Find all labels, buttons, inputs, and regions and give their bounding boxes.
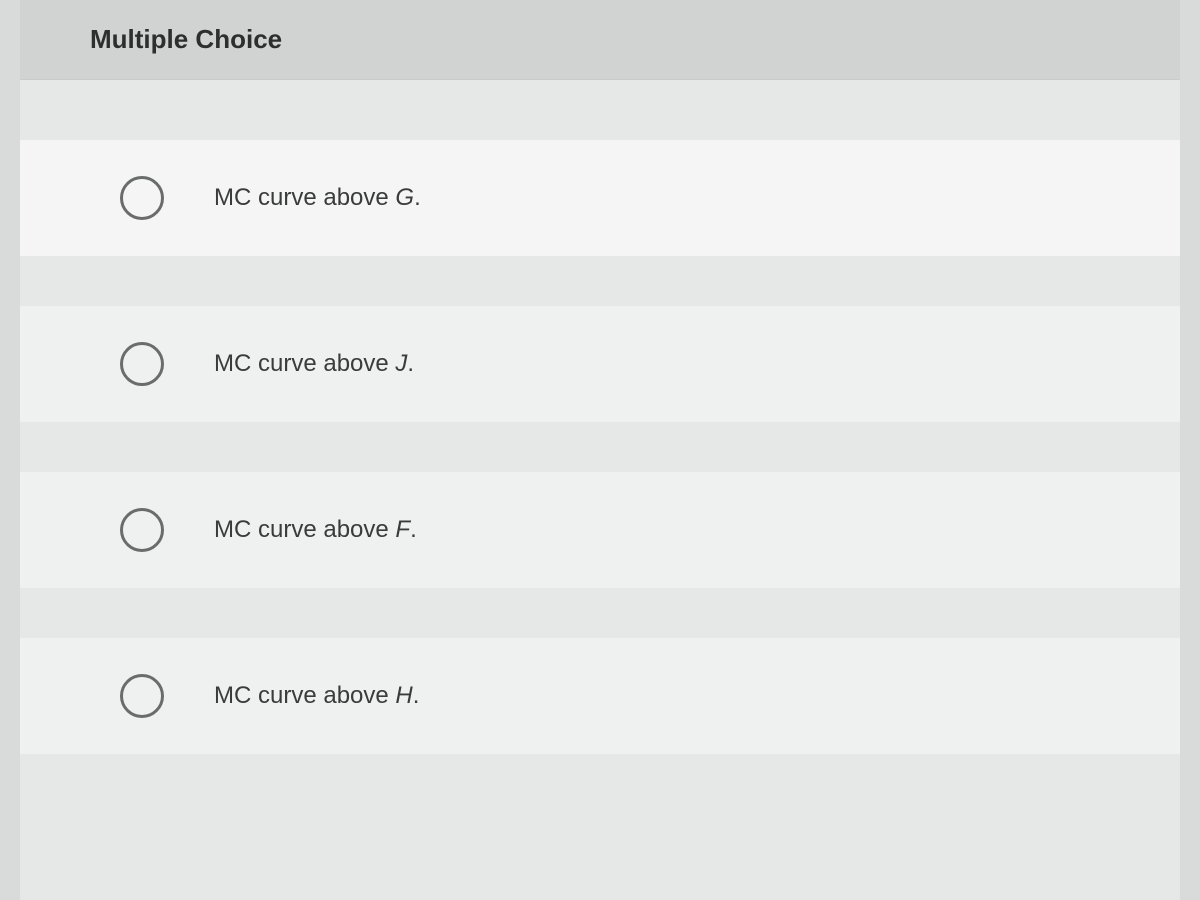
option-suffix: .: [407, 350, 414, 377]
page-container: Multiple Choice MC curve above G. MC cur…: [0, 0, 1200, 900]
option-row-0[interactable]: MC curve above G.: [20, 140, 1180, 256]
option-row-2[interactable]: MC curve above F.: [20, 472, 1180, 588]
option-suffix: .: [410, 516, 417, 543]
option-label: MC curve above G.: [214, 184, 421, 212]
option-letter: H: [395, 682, 412, 709]
option-label: MC curve above H.: [214, 682, 419, 710]
question-header: Multiple Choice: [20, 0, 1180, 80]
option-prefix: MC curve above: [214, 350, 395, 377]
option-suffix: .: [413, 682, 420, 709]
radio-icon[interactable]: [120, 674, 164, 718]
option-label: MC curve above J.: [214, 350, 414, 378]
option-prefix: MC curve above: [214, 516, 395, 543]
radio-icon[interactable]: [120, 176, 164, 220]
option-prefix: MC curve above: [214, 184, 395, 211]
option-row-3[interactable]: MC curve above H.: [20, 638, 1180, 754]
option-label: MC curve above F.: [214, 516, 417, 544]
option-letter: G: [395, 184, 414, 211]
option-prefix: MC curve above: [214, 682, 395, 709]
radio-icon[interactable]: [120, 342, 164, 386]
question-panel: Multiple Choice MC curve above G. MC cur…: [20, 0, 1180, 900]
option-suffix: .: [414, 184, 421, 211]
option-letter: F: [395, 516, 410, 543]
options-list: MC curve above G. MC curve above J. MC c…: [20, 80, 1180, 754]
option-letter: J: [395, 350, 407, 377]
radio-icon[interactable]: [120, 508, 164, 552]
option-row-1[interactable]: MC curve above J.: [20, 306, 1180, 422]
question-type-title: Multiple Choice: [90, 24, 1110, 55]
